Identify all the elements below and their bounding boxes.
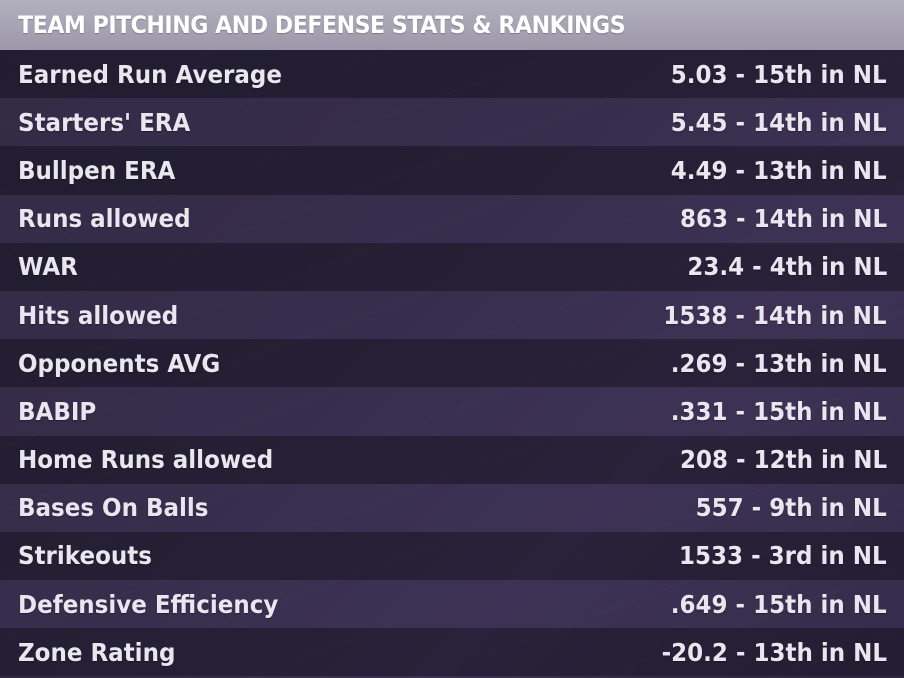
- stat-value: .269 - 13th in NL: [671, 348, 887, 378]
- stat-value: .331 - 15th in NL: [671, 396, 887, 426]
- stat-row-home-runs-allowed: Home Runs allowed 208 - 12th in NL: [0, 435, 904, 484]
- panel-title: TEAM PITCHING AND DEFENSE STATS & RANKIN…: [18, 11, 626, 39]
- stat-row-defensive-efficiency: Defensive Efficiency .649 - 15th in NL: [0, 580, 904, 629]
- stat-row-zone-rating: Zone Rating -20.2 - 13th in NL: [0, 628, 904, 677]
- stat-value: 863 - 14th in NL: [679, 204, 887, 234]
- stat-row-opponents-avg: Opponents AVG .269 - 13th in NL: [0, 339, 904, 388]
- stat-value: 208 - 12th in NL: [679, 445, 887, 475]
- stat-row-hits-allowed: Hits allowed 1538 - 14th in NL: [0, 290, 904, 340]
- stat-row-babip: BABIP .331 - 15th in NL: [0, 387, 904, 436]
- stat-label: Home Runs allowed: [18, 445, 274, 475]
- stat-value: 557 - 9th in NL: [695, 493, 887, 523]
- stat-label: BABIP: [18, 396, 97, 426]
- stat-row-strikeouts: Strikeouts 1533 - 3rd in NL: [0, 531, 904, 581]
- stat-label: Bullpen ERA: [18, 155, 176, 185]
- stat-value: .649 - 15th in NL: [671, 589, 887, 619]
- stat-value: 5.45 - 14th in NL: [671, 107, 887, 137]
- stat-value: 5.03 - 15th in NL: [671, 59, 887, 89]
- stat-label: Opponents AVG: [18, 348, 221, 378]
- stat-label: Bases On Balls: [18, 493, 209, 523]
- stat-label: Starters' ERA: [18, 107, 191, 137]
- stat-row-bullpen-era: Bullpen ERA 4.49 - 13th in NL: [0, 146, 904, 195]
- stat-label: Defensive Efficiency: [18, 589, 279, 619]
- stat-value: 1538 - 14th in NL: [663, 300, 887, 330]
- stat-value: 23.4 - 4th in NL: [687, 252, 887, 282]
- stat-label: Earned Run Average: [18, 59, 282, 89]
- stats-list: Earned Run Average 5.03 - 15th in NL Sta…: [0, 50, 904, 677]
- stat-value: 4.49 - 13th in NL: [671, 155, 887, 185]
- stat-row-earned-run-average: Earned Run Average 5.03 - 15th in NL: [0, 50, 904, 99]
- stat-label: Runs allowed: [18, 204, 191, 234]
- stat-label: Strikeouts: [18, 541, 152, 571]
- panel-header: TEAM PITCHING AND DEFENSE STATS & RANKIN…: [0, 0, 904, 50]
- stat-value: 1533 - 3rd in NL: [679, 541, 887, 571]
- stat-row-bases-on-balls: Bases On Balls 557 - 9th in NL: [0, 483, 904, 532]
- stat-label: Zone Rating: [18, 637, 176, 667]
- stat-value: -20.2 - 13th in NL: [661, 637, 887, 667]
- stat-label: WAR: [18, 252, 78, 282]
- stat-row-runs-allowed: Runs allowed 863 - 14th in NL: [0, 194, 904, 243]
- stat-label: Hits allowed: [18, 300, 179, 330]
- stat-row-starters-era: Starters' ERA 5.45 - 14th in NL: [0, 98, 904, 147]
- stat-row-war: WAR 23.4 - 4th in NL: [0, 242, 904, 291]
